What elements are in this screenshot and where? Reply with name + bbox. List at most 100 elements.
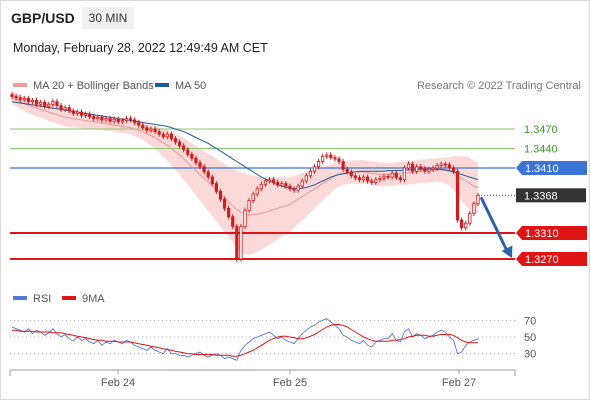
bollinger-swatch <box>13 83 27 88</box>
legend-ma50: MA 50 <box>155 80 206 92</box>
legend-rsi-ma-label: 9MA <box>82 293 105 305</box>
candle-body <box>357 177 362 181</box>
candle-body <box>435 164 439 169</box>
candle-body <box>304 175 308 182</box>
current-price-tag <box>516 188 586 203</box>
candle-body <box>255 188 259 195</box>
candle-body <box>366 176 370 182</box>
candle-body <box>88 113 92 118</box>
candle-body <box>300 180 304 187</box>
candle-body <box>30 100 35 103</box>
candle-body <box>284 183 288 187</box>
candle-body <box>374 179 378 183</box>
candle-body <box>214 183 219 192</box>
level-tag <box>516 226 587 240</box>
candle-body <box>190 153 194 159</box>
rsi-ma-swatch <box>62 296 76 301</box>
candle-body <box>18 97 22 101</box>
candle-body <box>59 105 63 110</box>
datetime-label: Monday, February 28, 2022 12:49:49 AM CE… <box>13 41 268 55</box>
candle-body <box>124 118 129 121</box>
candle-body <box>67 107 71 112</box>
candle-body <box>353 175 357 179</box>
candle-body <box>120 120 124 123</box>
candle-body <box>415 166 419 172</box>
candle-body <box>321 155 325 162</box>
candle-body <box>472 203 476 214</box>
candle-body <box>276 181 280 186</box>
candle-body <box>165 133 169 138</box>
candle-body <box>439 163 443 166</box>
candle-body <box>243 209 247 227</box>
candle-body <box>133 119 137 123</box>
rsi-ma-line <box>12 324 478 357</box>
candle-body <box>296 185 300 191</box>
level-label: 1.3410 <box>525 163 559 175</box>
candle-body <box>43 101 47 107</box>
bollinger-band <box>12 91 478 255</box>
legend-ma50-label: MA 50 <box>175 80 207 92</box>
level-tag <box>516 161 587 175</box>
candle-body <box>443 163 447 166</box>
candle-body <box>161 133 165 138</box>
candle-body <box>231 216 235 227</box>
candle-body <box>267 179 272 182</box>
candle-body <box>329 154 333 158</box>
candle-body <box>206 171 210 178</box>
x-tick-label: Feb 25 <box>273 377 307 389</box>
candle-body <box>210 176 214 185</box>
candle-body <box>128 118 133 121</box>
candle-body <box>47 103 51 107</box>
candle-body <box>464 222 468 229</box>
candle-body <box>390 172 394 178</box>
timeframe-badge[interactable]: 30 MIN <box>82 7 134 29</box>
legend-rsi-label: RSI <box>33 293 52 305</box>
candle-body <box>476 194 480 205</box>
candle-body <box>247 200 251 211</box>
candle-body <box>451 167 456 172</box>
candle-body <box>222 198 227 209</box>
credit-label: Research © 2022 Trading Central <box>416 80 581 92</box>
candle-body <box>177 141 182 147</box>
candle-body <box>112 118 116 122</box>
candle-body <box>10 94 14 97</box>
candle-body <box>312 166 317 172</box>
candle-body <box>173 138 178 143</box>
candle-body <box>137 122 141 126</box>
candle-body <box>468 213 472 224</box>
candle-body <box>71 110 75 114</box>
candle-body <box>410 163 415 172</box>
candle-body <box>423 168 427 172</box>
candle-body <box>92 116 96 120</box>
candle-body <box>63 107 67 110</box>
candle-body <box>280 183 284 186</box>
candle-body <box>292 188 296 191</box>
header: GBP/USD 30 MIN <box>0 0 590 38</box>
level-label: 1.3310 <box>525 228 559 240</box>
candle-body <box>96 116 100 120</box>
candle-body <box>259 183 263 190</box>
legend-bollinger-label: MA 20 + Bollinger Bands <box>33 80 154 92</box>
x-tick-label: Feb 27 <box>442 377 476 389</box>
candle-body <box>22 98 26 101</box>
candle-body <box>386 176 390 178</box>
candle-body <box>198 162 202 168</box>
candle-body <box>26 98 30 103</box>
candle-body <box>398 177 402 181</box>
candle-body <box>349 171 353 177</box>
candle-body <box>370 180 374 183</box>
candle-body <box>382 176 386 179</box>
candle-body <box>333 157 337 160</box>
candle-body <box>141 124 145 129</box>
candle-body <box>431 167 435 170</box>
candle-body <box>308 170 313 177</box>
level-tag <box>516 252 587 266</box>
candle-body <box>251 193 255 201</box>
x-tick-label: Feb 24 <box>101 377 135 389</box>
forecast-arrow-head <box>501 245 513 258</box>
candle-body <box>394 172 398 179</box>
candle-body <box>455 170 460 221</box>
candle-body <box>427 168 431 172</box>
candle-body <box>235 226 239 260</box>
